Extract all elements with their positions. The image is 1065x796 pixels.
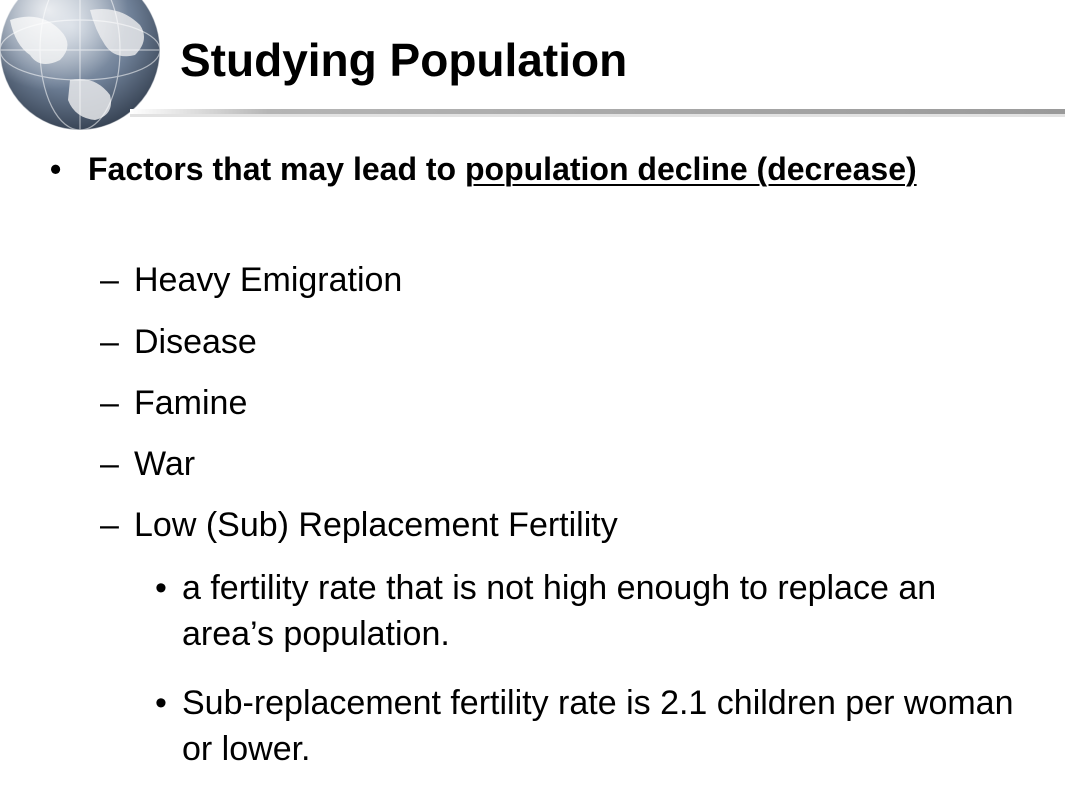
list-item-label: War xyxy=(134,445,196,483)
bullet-marker: • xyxy=(50,151,62,187)
list-item: – Disease xyxy=(100,322,257,362)
list-item: – Heavy Emigration xyxy=(100,260,402,300)
title-divider xyxy=(130,109,1065,117)
list-item: – War xyxy=(100,444,195,484)
list-item-label: Heavy Emigration xyxy=(134,261,403,299)
list-item: – Low (Sub) Replacement Fertility xyxy=(100,505,618,545)
bullet-marker: • xyxy=(155,684,167,722)
bullet-marker: • xyxy=(155,569,167,607)
detail-item-text: Sub-replacement fertility rate is 2.1 ch… xyxy=(182,684,1014,768)
main-bullet-underlined: population decline (decrease) xyxy=(464,151,917,187)
dash-marker: – xyxy=(100,384,119,422)
dash-marker: – xyxy=(100,323,119,361)
list-item: – Famine xyxy=(100,383,247,423)
dash-marker: – xyxy=(100,506,119,544)
dash-marker: – xyxy=(100,445,119,483)
slide-title: Studying Population xyxy=(180,34,628,86)
globe-icon xyxy=(0,0,161,131)
main-bullet-text: Factors that may lead to population decl… xyxy=(88,146,998,192)
dash-marker: – xyxy=(100,261,119,299)
list-item-label: Disease xyxy=(134,323,257,361)
list-item-label: Famine xyxy=(134,384,248,422)
main-bullet-prefix: Factors that may lead to xyxy=(88,151,465,187)
list-item-label: Low (Sub) Replacement Fertility xyxy=(134,506,618,544)
detail-item-text: a fertility rate that is not high enough… xyxy=(182,569,937,653)
